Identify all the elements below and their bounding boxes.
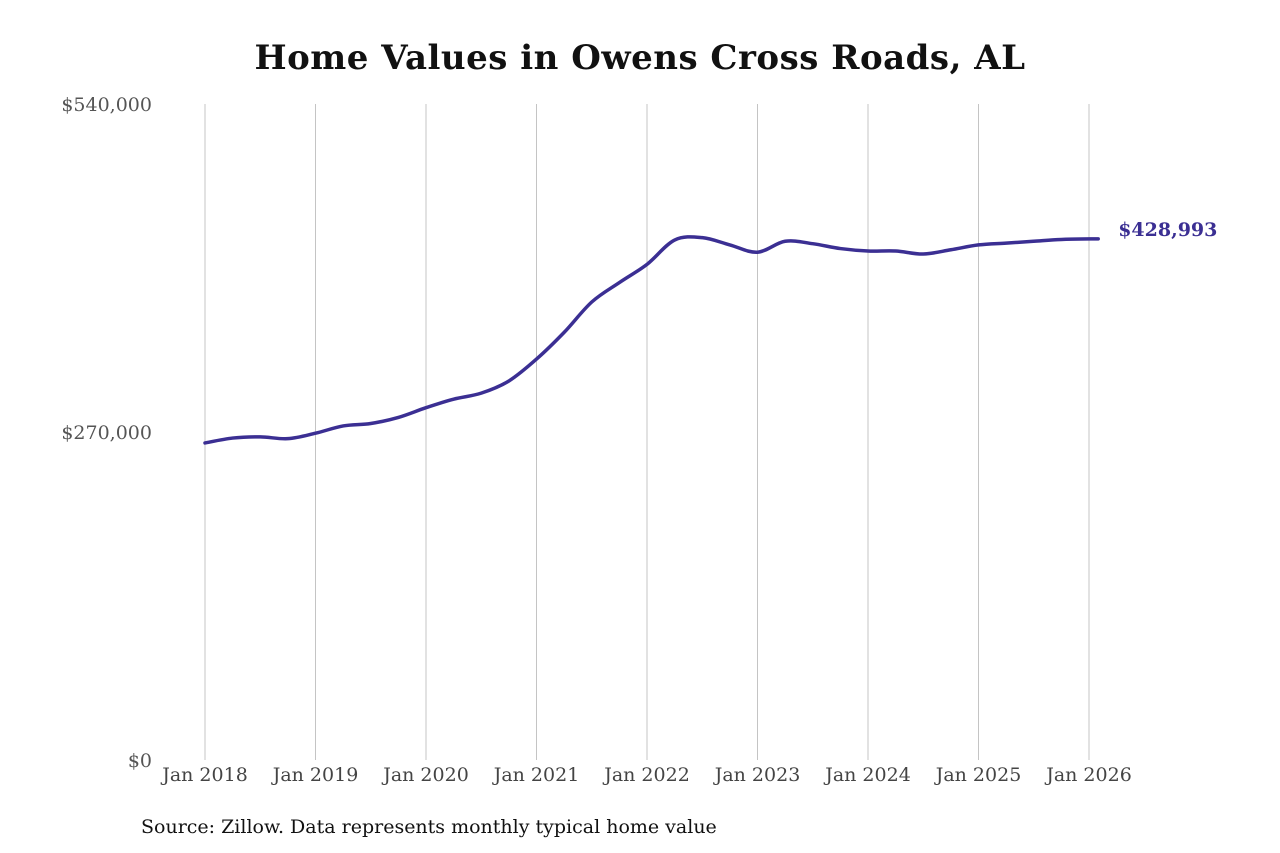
series-layer [203, 235, 1100, 445]
home-value-line [203, 235, 1100, 445]
end-value-label: $428,993 [1118, 219, 1217, 241]
y-tick-label: $0 [128, 750, 152, 772]
y-tick-label: $540,000 [61, 94, 152, 116]
x-tick-label: Jan 2020 [381, 764, 469, 786]
x-tick-label: Jan 2023 [713, 764, 801, 786]
y-tick-label: $270,000 [61, 422, 152, 444]
x-tick-label: Jan 2026 [1044, 764, 1132, 786]
source-note: Source: Zillow. Data represents monthly … [141, 816, 717, 838]
x-tick-label: Jan 2021 [492, 764, 580, 786]
x-tick-label: Jan 2025 [934, 764, 1022, 786]
x-tick-label: Jan 2024 [823, 764, 911, 786]
y-axis-tick-labels: $0 $270,000 $540,000 [61, 94, 152, 772]
x-axis-tick-labels: Jan 2018 Jan 2019 Jan 2020 Jan 2021 Jan 2022… [160, 764, 1132, 786]
x-tick-label: Jan 2022 [602, 764, 690, 786]
chart-title: Home Values in Owens Cross Roads, AL [254, 38, 1026, 78]
gridlines [204, 104, 1090, 760]
x-tick-label: Jan 2018 [160, 764, 248, 786]
x-tick-label: Jan 2019 [271, 764, 359, 786]
